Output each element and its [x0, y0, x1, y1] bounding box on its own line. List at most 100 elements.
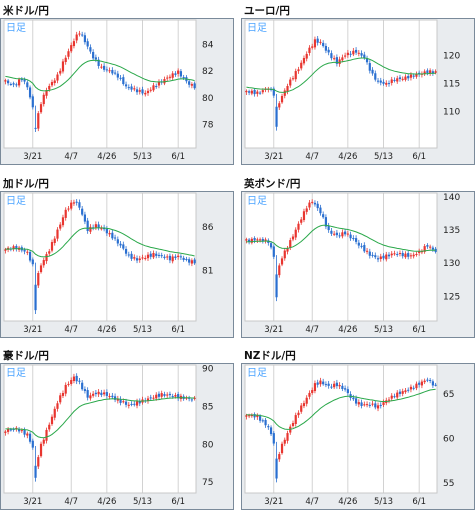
x-tick-label: 4/7 [64, 497, 78, 507]
candle-body [4, 80, 7, 82]
candle-body [390, 395, 393, 399]
candle-body [434, 71, 437, 73]
candle-body [302, 403, 306, 407]
x-tick-label: 5/13 [133, 497, 152, 507]
candle-body [354, 238, 358, 242]
candle-body [341, 385, 344, 390]
candle-body [313, 39, 317, 48]
candle-body [179, 256, 183, 258]
candle-body [275, 274, 278, 298]
candle-body [122, 401, 125, 403]
candle-body [264, 419, 267, 426]
candle-body [365, 58, 369, 63]
candle-body [94, 224, 97, 228]
y-tick-label: 81 [202, 267, 213, 277]
candle-body [363, 245, 366, 252]
candle-body [319, 207, 322, 214]
candle-body [152, 253, 155, 258]
candle-body [379, 256, 382, 260]
candle-body [48, 424, 51, 430]
y-tick-label: 78 [202, 121, 214, 131]
candle-body [15, 246, 18, 249]
candle-body [94, 392, 97, 395]
candle-body [12, 83, 15, 85]
candle-body [31, 259, 34, 265]
candle-body [72, 41, 76, 47]
candle-body [28, 87, 32, 98]
candle-body [313, 383, 317, 392]
candle-body [56, 229, 59, 239]
candle-body [105, 392, 108, 396]
candle-body [75, 201, 78, 203]
candle-body [9, 84, 12, 86]
candle-body [53, 408, 56, 418]
candle-body [155, 394, 158, 399]
candle-body [401, 78, 404, 80]
candle-body [108, 233, 111, 235]
candle-body [409, 255, 413, 257]
candle-body [420, 381, 424, 386]
chart-title: 米ドル/円 [3, 5, 49, 17]
candle-body [248, 239, 251, 242]
candle-body [404, 253, 407, 258]
candle-body [166, 77, 169, 79]
candle-body [124, 401, 128, 405]
candle-body [4, 249, 7, 251]
candle-body [327, 225, 330, 231]
candle-body [23, 429, 26, 435]
candle-body [70, 380, 73, 384]
candle-body [302, 211, 306, 221]
candle-body [289, 240, 292, 248]
x-tick-label: 5/13 [374, 325, 393, 335]
candle-body [59, 395, 62, 403]
candle-body [431, 71, 434, 74]
candle-body [89, 47, 92, 52]
candle-body [291, 423, 295, 426]
candle-body [157, 81, 161, 86]
candle-body [305, 208, 308, 212]
candle-body [261, 420, 264, 422]
candle-body [330, 53, 333, 59]
candle-body [308, 47, 311, 53]
candle-body [26, 433, 29, 436]
candle-body [409, 386, 413, 390]
candle-body [272, 88, 275, 96]
candle-body [330, 386, 333, 388]
candle-body [404, 390, 407, 393]
candle-body [160, 393, 163, 397]
candle-body [418, 72, 421, 75]
candle-body [434, 384, 437, 386]
candle-body [354, 398, 358, 404]
candle-body [94, 57, 97, 60]
candle-body [357, 242, 360, 246]
chart-panel-usdjpy: 米ドル/円 84 82 80 78 3/21 4/7 4/26 5/13 6/1 日足 [0, 0, 234, 165]
candle-body [81, 208, 84, 215]
candle-body [97, 59, 100, 66]
candle-body [146, 254, 150, 259]
candle-body [45, 90, 48, 96]
candle-body [174, 395, 177, 397]
x-tick-label: 3/21 [264, 152, 283, 162]
candle-body [300, 405, 303, 412]
candle-body [324, 384, 328, 386]
candle-body [376, 80, 380, 82]
candle-body [434, 248, 437, 252]
chart-title: NZドル/円 [244, 350, 296, 362]
x-tick-label: 5/13 [374, 152, 393, 162]
candle-body [272, 246, 275, 257]
candle-body [338, 384, 341, 387]
candle-body [177, 70, 180, 74]
candle-body [171, 73, 174, 78]
x-tick-label: 4/7 [64, 325, 78, 335]
x-tick-label: 6/1 [171, 497, 185, 507]
x-tick-label: 4/26 [97, 152, 116, 162]
plot-area [244, 19, 438, 149]
candle-body [182, 77, 185, 79]
x-tick-label: 6/1 [171, 325, 185, 335]
y-tick-label: 140 [443, 193, 460, 203]
candle-body [83, 389, 87, 391]
candle-body [346, 389, 349, 394]
period-tag: 日足 [247, 22, 267, 34]
candle-body [431, 381, 434, 386]
candle-body [311, 201, 314, 203]
